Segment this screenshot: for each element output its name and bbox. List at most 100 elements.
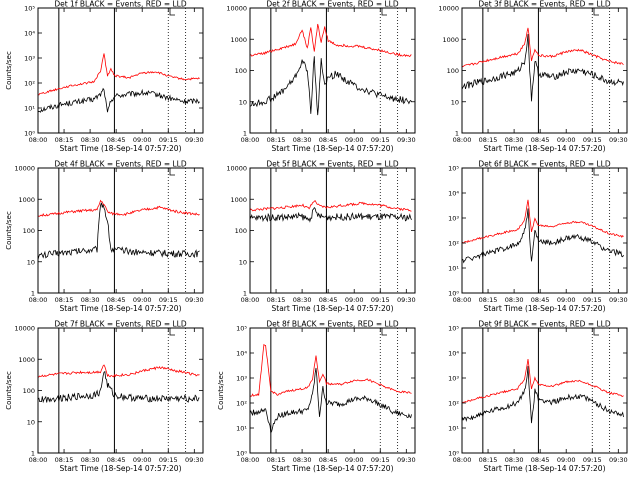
- x-tick-label: 08:15: [267, 456, 286, 464]
- x-tick-label: 09:00: [133, 456, 152, 464]
- x-tick-label: 08:30: [81, 136, 100, 144]
- panel-det-3f: Det 3f BLACK = Events, RED = LLD 1 10 100 10…: [438, 0, 627, 153]
- panel-title: Det 4f BLACK = Events, RED = LLD: [54, 160, 187, 169]
- x-tick-label: 08:45: [107, 296, 126, 304]
- y-tick-label: 10¹: [448, 425, 459, 433]
- x-tick-label: 09:30: [609, 136, 628, 144]
- x-tick-label: 09:00: [133, 136, 152, 144]
- y-tick-label: 1000: [18, 196, 35, 204]
- x-tick-label: 08:30: [293, 136, 312, 144]
- plot-frame: [249, 7, 416, 134]
- x-tick-label: 08:15: [479, 456, 498, 464]
- y-tick-label: 10⁰: [236, 450, 247, 458]
- corner-marker: [381, 8, 387, 16]
- series-lld-line: [250, 343, 412, 397]
- panel-title: Det 2f BLACK = Events, RED = LLD: [266, 0, 399, 9]
- corner-marker: [169, 168, 175, 176]
- x-tick-label: 09:30: [397, 456, 416, 464]
- series-lld-line: [38, 199, 200, 217]
- series-events-line: [38, 87, 200, 113]
- panel-det-5f: Det 5f BLACK = Events, RED = LLD 1 10 100 10…: [226, 160, 415, 314]
- y-tick-label: 10: [239, 98, 247, 106]
- x-tick-label: 09:00: [557, 136, 576, 144]
- x-axis-label: Start Time (18-Sep-14 07:57:20): [272, 464, 394, 473]
- y-tick-label: 10¹: [448, 265, 459, 273]
- y-tick-label: 10⁵: [236, 325, 247, 333]
- plot-frame: [37, 7, 204, 134]
- x-tick-label: 08:45: [319, 296, 338, 304]
- y-tick-label: 10⁰: [24, 130, 35, 138]
- plot-frame: [461, 7, 628, 134]
- x-tick-label: 09:15: [159, 296, 178, 304]
- x-tick-label: 08:15: [267, 296, 286, 304]
- y-tick-label: 10³: [236, 375, 247, 383]
- x-tick-label: 09:30: [185, 456, 204, 464]
- x-tick-label: 09:15: [583, 136, 602, 144]
- x-tick-label: 09:00: [345, 136, 364, 144]
- y-axis-label: Counts/sec: [5, 211, 13, 250]
- y-tick-label: 10: [451, 98, 459, 106]
- x-tick-label: 09:15: [159, 136, 178, 144]
- panel-title: Det 9f BLACK = Events, RED = LLD: [478, 320, 611, 329]
- y-tick-label: 1: [243, 290, 247, 298]
- x-tick-label: 09:30: [397, 296, 416, 304]
- panel-title: Det 8f BLACK = Events, RED = LLD: [266, 320, 399, 329]
- y-tick-label: 1000: [230, 196, 247, 204]
- x-tick-label: 08:00: [453, 456, 472, 464]
- x-tick-label: 09:15: [583, 456, 602, 464]
- panel-title: Det 5f BLACK = Events, RED = LLD: [266, 160, 399, 169]
- panel-det-9f: Det 9f BLACK = Events, RED = LLD 10⁰ 10¹ 10…: [448, 320, 628, 474]
- x-tick-label: 08:00: [453, 136, 472, 144]
- y-tick-label: 10³: [24, 55, 35, 63]
- x-tick-label: 09:00: [345, 296, 364, 304]
- series-lld-line: [462, 359, 624, 403]
- x-tick-label: 08:45: [107, 456, 126, 464]
- y-tick-label: 1: [243, 130, 247, 138]
- x-tick-label: 08:15: [55, 456, 74, 464]
- y-tick-label: 10⁵: [448, 325, 459, 333]
- y-tick-label: 10000: [438, 5, 459, 13]
- x-tick-label: 08:15: [55, 296, 74, 304]
- y-tick-label: 10³: [448, 375, 459, 383]
- y-tick-label: 10: [27, 418, 35, 426]
- panel-det-6f: Det 6f BLACK = Events, RED = LLD 10⁰ 10¹ 10…: [448, 160, 628, 314]
- x-tick-label: 08:15: [479, 296, 498, 304]
- x-tick-label: 09:15: [583, 296, 602, 304]
- y-tick-label: 10⁴: [448, 190, 459, 198]
- corner-marker: [169, 328, 175, 336]
- x-axis-label: Start Time (18-Sep-14 07:57:20): [484, 464, 606, 473]
- y-tick-label: 10²: [24, 80, 35, 88]
- panel-title: Det 6f BLACK = Events, RED = LLD: [478, 160, 611, 169]
- plot-frame: [37, 167, 204, 294]
- corner-marker: [381, 168, 387, 176]
- x-tick-label: 09:00: [133, 296, 152, 304]
- y-tick-label: 10⁵: [448, 165, 459, 173]
- y-tick-label: 10⁰: [448, 290, 459, 298]
- y-tick-label: 10: [239, 258, 247, 266]
- y-tick-label: 10⁰: [448, 450, 459, 458]
- y-tick-label: 100: [23, 227, 35, 235]
- y-tick-label: 1: [455, 130, 459, 138]
- x-tick-label: 08:30: [505, 456, 524, 464]
- y-axis-label: Counts/sec: [217, 371, 225, 410]
- x-tick-label: 09:30: [609, 296, 628, 304]
- y-tick-label: 10¹: [236, 425, 247, 433]
- x-tick-label: 08:45: [531, 456, 550, 464]
- panel-title: Det 7f BLACK = Events, RED = LLD: [54, 320, 187, 329]
- y-tick-label: 1: [31, 290, 35, 298]
- y-tick-label: 10000: [14, 325, 35, 333]
- x-axis-label: Start Time (18-Sep-14 07:57:20): [60, 464, 182, 473]
- corner-marker: [593, 168, 599, 176]
- x-tick-label: 09:30: [609, 456, 628, 464]
- x-axis-label: Start Time (18-Sep-14 07:57:20): [484, 144, 606, 153]
- series-events-line: [250, 367, 412, 434]
- y-tick-label: 10²: [448, 400, 459, 408]
- y-tick-label: 10²: [236, 400, 247, 408]
- x-tick-label: 09:30: [185, 296, 204, 304]
- series-events-line: [250, 207, 412, 223]
- x-tick-label: 09:00: [557, 296, 576, 304]
- panel-det-4f: Det 4f BLACK = Events, RED = LLD 1 10 100 10…: [5, 160, 204, 314]
- y-tick-label: 10⁴: [448, 350, 459, 358]
- x-tick-label: 09:15: [371, 136, 390, 144]
